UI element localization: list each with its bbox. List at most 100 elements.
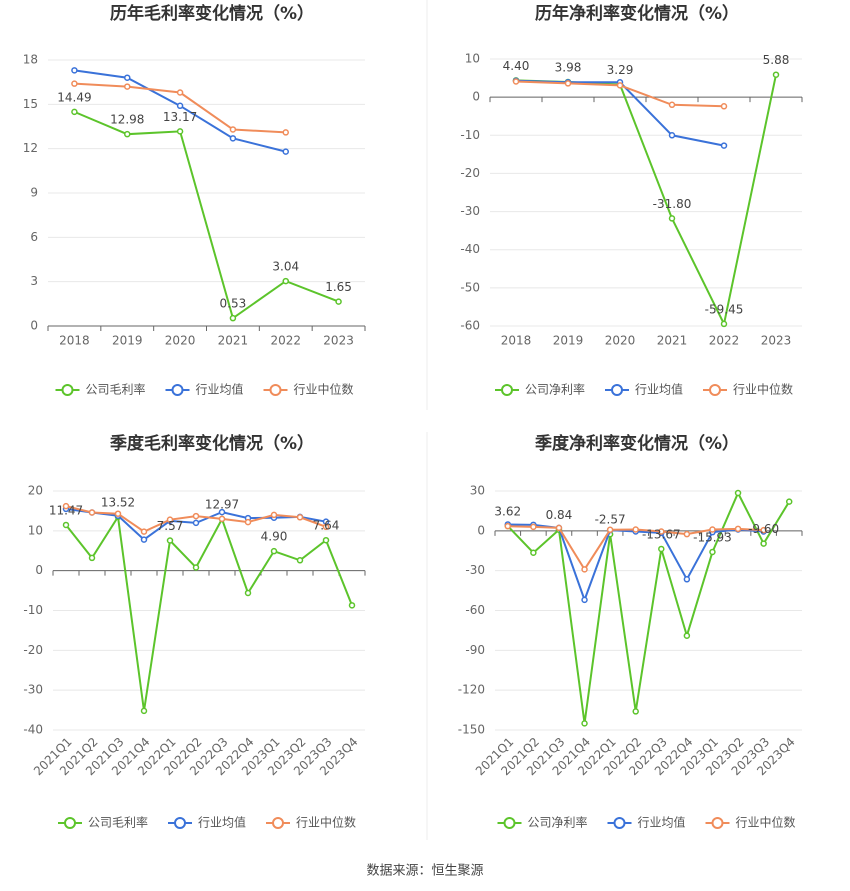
- chart-title: 季度净利率变化情况（%）: [535, 433, 739, 454]
- x-tick-label: 2021: [657, 334, 688, 348]
- x-tick-label: 2020: [165, 334, 196, 348]
- chart-title: 历年毛利率变化情况（%）: [110, 3, 314, 24]
- y-tick-label: 10: [465, 52, 480, 66]
- legend-label: 公司毛利率: [86, 382, 146, 397]
- data-point: [632, 526, 639, 533]
- data-label: -31.80: [653, 197, 692, 211]
- legend-label: 行业中位数: [733, 382, 793, 397]
- y-tick-label: -10: [23, 603, 43, 617]
- y-tick-label: 0: [477, 523, 485, 537]
- data-point: [244, 589, 252, 597]
- data-point: [658, 528, 665, 535]
- data-point: [296, 557, 304, 564]
- data-point: [218, 515, 226, 523]
- data-point: [124, 74, 131, 81]
- y-tick-label: -60: [460, 319, 480, 333]
- data-label: 12.98: [110, 113, 144, 127]
- y-tick-label: -120: [458, 683, 485, 697]
- data-point: [734, 525, 742, 533]
- data-point: [114, 510, 122, 517]
- data-point: [530, 549, 537, 556]
- data-label: 12.97: [205, 498, 239, 512]
- data-label: -9.60: [748, 522, 779, 536]
- chart-title: 季度毛利率变化情况（%）: [110, 433, 314, 454]
- data-label: 7.57: [157, 519, 184, 533]
- data-point: [282, 277, 289, 285]
- data-point: [720, 320, 728, 328]
- y-tick-label: -20: [23, 643, 43, 657]
- legend-label: 公司毛利率: [88, 815, 148, 830]
- legend-label: 行业均值: [196, 382, 244, 397]
- data-label: 3.98: [555, 60, 582, 74]
- data-point: [166, 537, 174, 544]
- legend-label: 行业均值: [198, 815, 246, 830]
- data-label: 1.65: [325, 280, 352, 294]
- y-tick-label: 20: [28, 484, 43, 498]
- data-point: [658, 545, 665, 553]
- data-point: [785, 498, 793, 505]
- y-tick-label: -20: [460, 166, 480, 180]
- data-point: [606, 526, 614, 534]
- y-tick-label: 15: [23, 97, 38, 111]
- data-point: [683, 576, 691, 583]
- data-point: [218, 508, 226, 516]
- data-point: [282, 148, 289, 155]
- legend: 公司净利率 行业均值 行业中位数: [495, 382, 793, 397]
- legend-swatch: [64, 817, 76, 829]
- legend-label: 行业均值: [638, 815, 686, 830]
- y-tick-label: -150: [458, 723, 485, 737]
- legend-swatch: [174, 817, 186, 829]
- y-tick-label: 12: [23, 141, 38, 155]
- y-tick-label: 30: [470, 484, 485, 498]
- data-point: [335, 298, 342, 305]
- data-point: [166, 516, 174, 523]
- legend-swatch: [171, 384, 184, 396]
- data-label: -13.67: [642, 527, 681, 541]
- series-line: [65, 513, 353, 712]
- data-point: [322, 536, 330, 544]
- y-tick-label: -10: [460, 128, 480, 142]
- data-point: [581, 596, 588, 604]
- series-line: [74, 110, 339, 320]
- y-tick-label: 10: [28, 523, 43, 537]
- data-point: [683, 632, 691, 639]
- data-point: [720, 142, 728, 149]
- legend: 公司毛利率 行业均值 行业中位数: [55, 382, 354, 397]
- data-point: [555, 524, 563, 532]
- legend-swatch: [613, 817, 626, 829]
- legend-label: 公司净利率: [525, 382, 585, 397]
- data-point: [668, 132, 676, 139]
- data-point: [668, 215, 676, 222]
- data-point: [71, 108, 78, 116]
- legend-swatch: [709, 384, 721, 396]
- source-note: 数据来源：恒生聚源: [366, 864, 483, 879]
- legend-swatch: [61, 384, 74, 396]
- legend-label: 公司净利率: [528, 815, 588, 830]
- x-tick-label: 2022: [709, 334, 740, 348]
- data-point: [734, 489, 742, 497]
- x-tick-label: 2021: [218, 334, 249, 348]
- data-point: [62, 502, 70, 510]
- data-point: [192, 512, 200, 520]
- y-tick-label: 9: [30, 186, 38, 200]
- data-point: [229, 314, 237, 322]
- data-point: [668, 101, 676, 109]
- y-tick-label: -90: [465, 643, 485, 657]
- legend-swatch: [272, 817, 284, 829]
- data-point: [88, 509, 96, 516]
- legend: 公司毛利率 行业均值 行业中位数: [58, 815, 356, 830]
- x-tick-label: 2020: [605, 334, 636, 348]
- data-point: [140, 528, 148, 535]
- y-tick-label: -60: [465, 603, 485, 617]
- data-point: [322, 523, 330, 531]
- data-point: [512, 78, 520, 85]
- legend-swatch: [711, 817, 724, 829]
- y-tick-label: 0: [30, 319, 38, 333]
- data-point: [709, 548, 716, 556]
- legend: 公司净利率 行业均值 行业中位数: [497, 815, 796, 830]
- y-tick-label: -30: [23, 683, 43, 697]
- series-line: [515, 79, 725, 147]
- data-point: [244, 518, 252, 526]
- data-point: [124, 83, 131, 90]
